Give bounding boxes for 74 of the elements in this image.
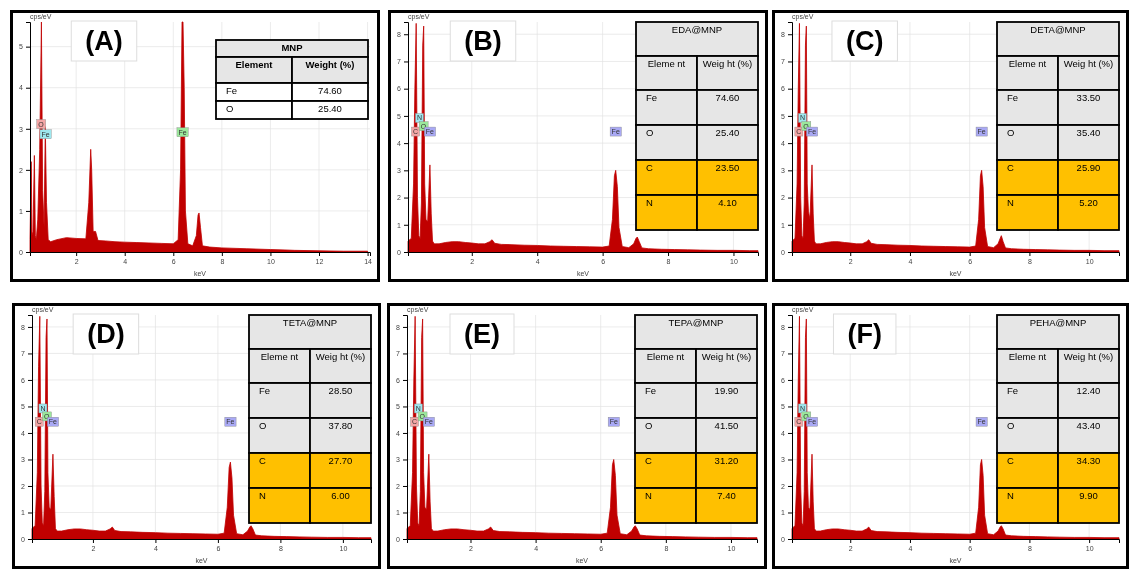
annotation: N <box>1007 490 1014 501</box>
panel-label-box: (A) <box>70 20 138 62</box>
annotation: 4.10 <box>718 197 737 208</box>
annotation: TETA@MNP <box>282 317 338 328</box>
chart-title: (F) <box>847 319 882 349</box>
annotation: Weig ht (%) <box>701 351 752 362</box>
annotation: 5.20 <box>1079 197 1098 208</box>
annotation: Eleme nt <box>1008 58 1047 69</box>
annotation: Fe <box>226 85 238 96</box>
annotation: Eleme nt <box>1008 351 1047 362</box>
annotation: 41.50 <box>714 420 739 431</box>
panel-label-box: (E) <box>449 313 515 355</box>
annotation: Weig ht (%) <box>1063 58 1114 69</box>
annotation: 74.60 <box>715 92 740 103</box>
chart-title: (A) <box>85 26 123 56</box>
annotation: O <box>259 420 267 431</box>
annotation: MNP <box>281 42 304 53</box>
annotation: Element <box>235 59 274 70</box>
panel-label-box: (C) <box>831 20 898 62</box>
annotation: O <box>1007 420 1015 431</box>
chart-title: (B) <box>464 26 502 56</box>
annotation: 9.90 <box>1079 490 1098 501</box>
annotation: Fe <box>645 385 657 396</box>
annotation: Weig ht (%) <box>702 58 753 69</box>
annotation: 6.00 <box>331 490 350 501</box>
annotation: Weig ht (%) <box>315 351 366 362</box>
annotation: DETA@MNP <box>1030 24 1086 35</box>
panel-label-box: (B) <box>449 20 517 62</box>
annotation: 19.90 <box>714 385 739 396</box>
annotation: 37.80 <box>328 420 353 431</box>
panel-label-box: (D) <box>72 313 140 355</box>
annotation: 23.50 <box>715 162 740 173</box>
annotation: 74.60 <box>318 85 342 96</box>
annotation: EDA@MNP <box>671 24 723 35</box>
annotation: O <box>226 103 234 114</box>
annotation: N <box>645 490 652 501</box>
annotation: 33.50 <box>1076 92 1101 103</box>
annotation: C <box>1007 455 1014 466</box>
annotation: Weight (%) <box>305 59 355 70</box>
annotation: 43.40 <box>1076 420 1101 431</box>
annotation: C <box>259 455 266 466</box>
annotation: PEHA@MNP <box>1029 317 1087 328</box>
annotation: Eleme nt <box>646 351 685 362</box>
annotation: TEPA@MNP <box>668 317 724 328</box>
annotation: 31.20 <box>714 455 739 466</box>
annotation: Fe <box>259 385 271 396</box>
annotation: C <box>645 455 652 466</box>
annotation: 25.40 <box>318 103 342 114</box>
annotation: 34.30 <box>1076 455 1101 466</box>
annotation: N <box>646 197 653 208</box>
annotation: Fe <box>1007 385 1019 396</box>
annotation: Fe <box>1007 92 1019 103</box>
annotation: 27.70 <box>328 455 353 466</box>
annotation: C <box>1007 162 1014 173</box>
annotation: 7.40 <box>717 490 736 501</box>
annotation: Fe <box>646 92 658 103</box>
chart-title: (C) <box>845 26 884 56</box>
annotation: C <box>646 162 653 173</box>
annotation: 12.40 <box>1076 385 1101 396</box>
annotation: Weig ht (%) <box>1063 351 1114 362</box>
annotation: Eleme nt <box>260 351 299 362</box>
chart-title: (D) <box>87 319 125 349</box>
annotation: 25.40 <box>715 127 740 138</box>
annotation: 28.50 <box>328 385 353 396</box>
annotation: Eleme nt <box>647 58 686 69</box>
annotation: 25.90 <box>1076 162 1101 173</box>
annotation: N <box>259 490 266 501</box>
annotation: N <box>1007 197 1014 208</box>
annotation: 35.40 <box>1076 127 1101 138</box>
annotation: O <box>645 420 653 431</box>
annotation: O <box>1007 127 1015 138</box>
panel-label-box: (F) <box>832 313 897 355</box>
chart-title: (E) <box>464 319 500 349</box>
annotation: O <box>646 127 654 138</box>
